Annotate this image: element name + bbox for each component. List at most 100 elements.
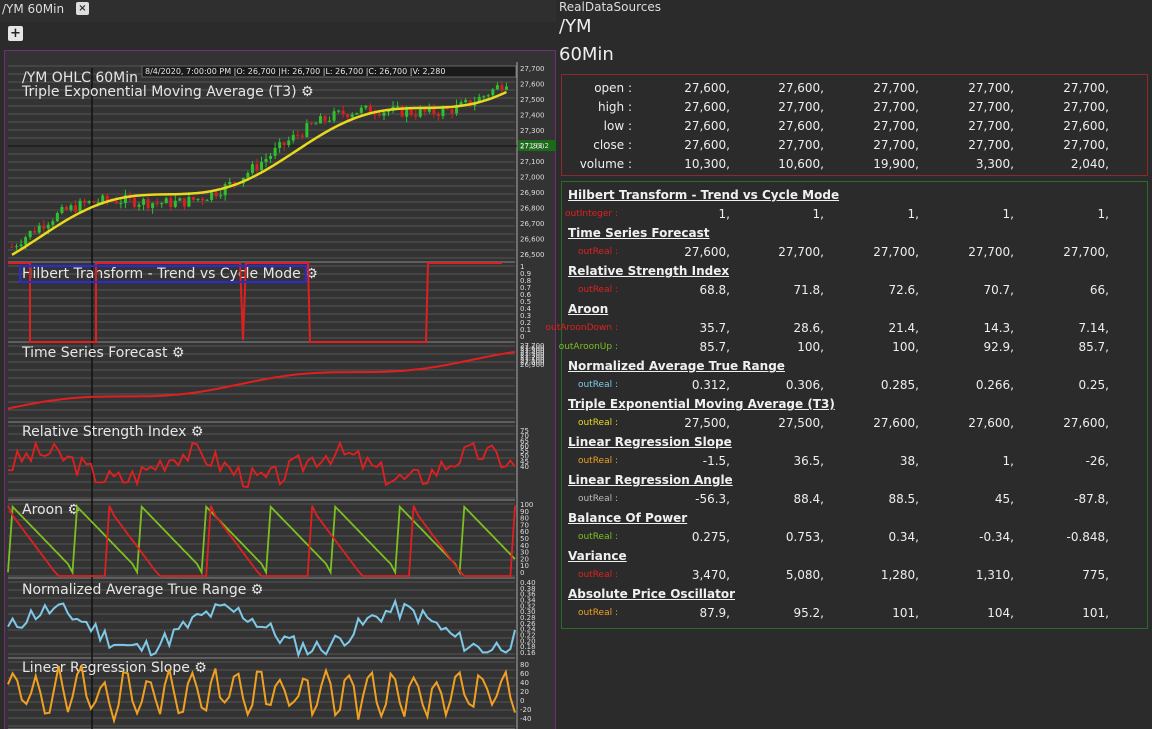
indicator-output-row: outReal : -56.3, 88.4, 88.5, 45, -87.8,.... xyxy=(562,492,1152,510)
panel-label[interactable]: Hilbert Transform - Trend vs Cycle Mode … xyxy=(22,266,318,282)
indicator-name[interactable]: Relative Strength Index xyxy=(568,264,730,278)
output-name: outAroonUp : xyxy=(558,342,618,352)
candle-body xyxy=(409,109,413,116)
lrs-tick: 40 xyxy=(520,679,529,687)
lrs-tick: 20 xyxy=(520,688,529,696)
indicator-value: 1, xyxy=(1002,207,1014,221)
tsf-line xyxy=(7,350,516,410)
candle-body xyxy=(196,198,200,200)
indicator-name[interactable]: Normalized Average True Range xyxy=(568,359,785,373)
indicator-value: -1.5, xyxy=(702,454,730,468)
candle-body xyxy=(42,225,46,229)
natr-tick: 0.18 xyxy=(520,643,536,651)
candle-body xyxy=(323,116,327,121)
indicator-value: .... xyxy=(1087,606,1152,620)
candle-body xyxy=(201,198,205,201)
indicator-value: 14.3, xyxy=(983,321,1014,335)
indicator-value: 87.9, xyxy=(699,606,730,620)
tsf-tick: 27,700 xyxy=(520,342,545,350)
indicator-name[interactable]: Balance Of Power xyxy=(568,511,688,525)
hilbert-tick: 0.4 xyxy=(520,305,532,313)
candle-body xyxy=(405,109,409,117)
ohlc-value: 27,700, xyxy=(968,138,1014,152)
indicator-value: 0.306, xyxy=(785,378,824,392)
candle-body xyxy=(146,199,150,208)
indicator-name[interactable]: Time Series Forecast xyxy=(568,226,710,240)
indicator-name[interactable]: Variance xyxy=(568,549,627,563)
candle-body xyxy=(387,110,391,113)
ohlc-row: open : 27,600, 27,600, 27,700, 27,700, 27,700… xyxy=(562,81,1152,99)
panel-label[interactable]: Aroon ⚙ xyxy=(22,502,80,518)
candle-body xyxy=(382,112,386,116)
rsi-tick: 50 xyxy=(520,453,529,461)
ohlc-value: 19,900, xyxy=(873,157,919,171)
price-tick: 27,500 xyxy=(520,96,545,104)
indicator-output-row: outAroonUp : 85.7, 100, 100, 92.9, 85.7,.... xyxy=(558,340,1152,358)
candle-body xyxy=(169,198,173,207)
output-name: outReal : xyxy=(577,608,618,618)
ohlc-key: volume : xyxy=(579,157,632,171)
ohlc-value: 27,700, xyxy=(873,138,919,152)
indicator-value: 0.266, xyxy=(975,378,1014,392)
indicator-value: 38, xyxy=(899,454,919,468)
indicator-output-row: outReal : 0.312, 0.306, 0.285, 0.266, 0.25,..… xyxy=(562,378,1152,396)
candle-body xyxy=(414,115,418,117)
ohlc-value: 27,700, xyxy=(778,100,824,114)
candle-body xyxy=(33,230,37,233)
ohlc-value: 27,700, xyxy=(778,138,824,152)
candle-body xyxy=(246,172,250,178)
hilbert-highlight-box xyxy=(19,265,307,283)
rsi-tick: 65 xyxy=(520,437,529,445)
candle-body xyxy=(255,164,259,170)
panel-label[interactable]: Triple Exponential Moving Average (T3) ⚙ xyxy=(21,84,314,100)
candle-body xyxy=(287,140,291,146)
indicator-chart[interactable]: 8/4/2020, 7:00:00 PM |O: 26,700 |H: 26,7… xyxy=(0,0,556,729)
chart-area[interactable] xyxy=(4,50,556,729)
candle-body xyxy=(132,197,136,207)
indicator-name[interactable]: Linear Regression Angle xyxy=(568,473,733,487)
panel-label[interactable]: Normalized Average True Range ⚙ xyxy=(22,582,263,598)
candle-body xyxy=(119,203,123,205)
panel-label[interactable]: Relative Strength Index ⚙ xyxy=(22,424,203,440)
indicator-name[interactable]: Triple Exponential Moving Average (T3) xyxy=(568,397,835,411)
candle-body xyxy=(273,148,277,156)
panel-label[interactable]: Time Series Forecast ⚙ xyxy=(21,345,184,361)
indicator-name[interactable]: Aroon xyxy=(568,302,609,316)
indicator-value: .... xyxy=(1087,245,1152,259)
indicator-value: 1, xyxy=(1002,454,1014,468)
natr-tick: 0.36 xyxy=(520,591,536,599)
price-tick: 27,100 xyxy=(520,158,545,166)
indicator-name[interactable]: Absolute Price Oscillator xyxy=(568,587,736,601)
output-name: outReal : xyxy=(577,285,618,295)
candle-body xyxy=(491,89,495,96)
candle-body xyxy=(64,206,68,210)
candle-body xyxy=(364,105,368,108)
aroon-tick: 90 xyxy=(520,508,529,516)
indicator-value: .... xyxy=(1087,207,1152,221)
indicator-name[interactable]: Hilbert Transform - Trend vs Cycle Mode xyxy=(568,188,840,202)
ohlc-value: 27,700, xyxy=(968,119,1014,133)
candle-body xyxy=(60,206,64,214)
candle-body xyxy=(155,203,159,205)
candle-body xyxy=(486,95,490,97)
hilbert-tick: 0.5 xyxy=(520,298,531,306)
panel-label[interactable]: Linear Regression Slope ⚙ xyxy=(22,660,207,676)
ohlc-value: 10,600, xyxy=(778,157,824,171)
output-name: outInteger : xyxy=(564,209,618,219)
chart-tab-title[interactable]: /YM 60Min xyxy=(2,2,65,16)
hilbert-tick: 0.1 xyxy=(520,326,531,334)
indicator-value: 36.5, xyxy=(793,454,824,468)
indicator-value: .... xyxy=(1087,568,1152,582)
candle-body xyxy=(504,86,508,90)
price-tick: 26,900 xyxy=(520,189,545,197)
natr-tick: 0.40 xyxy=(520,579,536,587)
chart-tab-bar: /YM 60Min × xyxy=(0,0,556,22)
indicator-name[interactable]: Linear Regression Slope xyxy=(568,435,732,449)
add-panel-button[interactable]: + xyxy=(8,26,23,41)
output-name: outReal : xyxy=(577,418,618,428)
ohlc-row: close : 27,600, 27,700, 27,700, 27,700, 27,70… xyxy=(562,138,1152,156)
close-icon[interactable]: × xyxy=(76,2,89,15)
candle-body xyxy=(436,114,440,117)
candle-body xyxy=(300,135,304,137)
candle-body xyxy=(101,195,105,203)
